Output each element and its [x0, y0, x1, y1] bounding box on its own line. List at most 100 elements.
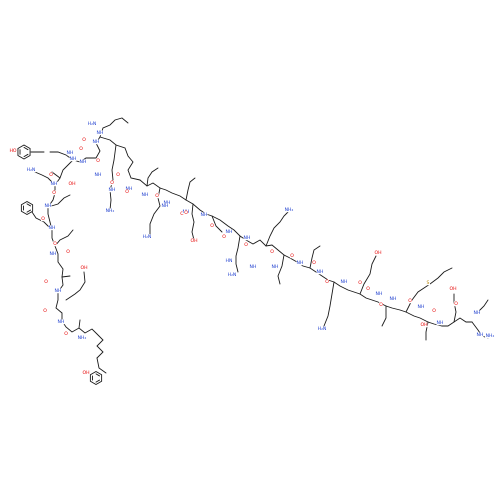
- atom-label-bg: [92, 139, 100, 145]
- atom-label-o: O: [270, 249, 274, 255]
- atom-label-o: OH: [80, 265, 87, 271]
- atom-label-bg: [311, 260, 317, 266]
- ala-methyl: [78, 319, 81, 329]
- atom-label-bg: [141, 192, 149, 198]
- atom-label-n: NH₂: [106, 208, 115, 214]
- atom-label-bg: [125, 186, 133, 192]
- atom-label-o: O: [79, 146, 83, 152]
- atom-label-n: NH: [49, 225, 56, 231]
- atom-label-bg: [316, 269, 324, 275]
- atom-label-n: NH: [67, 150, 74, 156]
- atom-label-o: O: [155, 193, 159, 199]
- atom-label-bg: [271, 264, 279, 270]
- atom-label-o: O: [96, 158, 100, 164]
- atom-label-n: H₂N: [27, 167, 36, 173]
- ser-side-chain: [191, 203, 195, 241]
- atom-label-bg: [374, 250, 382, 256]
- atom-label-n: NH: [58, 319, 65, 325]
- tyr-side-chain: [96, 357, 107, 374]
- atom-label-n: NH: [95, 172, 102, 178]
- atom-label-bg: [77, 335, 87, 341]
- atom-label-bg: [473, 310, 481, 316]
- tyr-ring-bottom: [89, 370, 103, 386]
- atom-label-n: NH: [390, 296, 397, 302]
- atom-label-n: NH: [51, 181, 58, 187]
- atom-label-bg: [142, 234, 152, 240]
- atom-label-bg: [389, 296, 397, 302]
- atom-label-o: O: [210, 223, 214, 229]
- atom-label-bg: [124, 189, 130, 195]
- atom-label-bg: [289, 253, 295, 259]
- atom-label-bg: [54, 288, 62, 294]
- atom-label-o: OH: [420, 322, 427, 328]
- atom-label-n: NH: [477, 332, 484, 338]
- atom-label-bg: [51, 190, 57, 196]
- tyr-ring-upper: [17, 144, 31, 160]
- atom-label-bg: [449, 286, 457, 292]
- atom-label-o: O: [125, 189, 129, 195]
- atom-label-bg: [227, 272, 237, 278]
- atom-label-n: H₂N: [88, 121, 97, 127]
- atom-label-o: O: [379, 302, 383, 308]
- atom-label-bg: [476, 332, 484, 338]
- atom-label-n: NH₂: [486, 333, 495, 339]
- atom-label-s: S: [427, 280, 430, 286]
- atom-label-bg: [63, 331, 69, 337]
- atom-label-n: NH: [244, 235, 251, 241]
- lys-side-chain: [109, 144, 117, 211]
- atom-label-o: O: [116, 172, 120, 178]
- atom-label-n: HN: [226, 258, 233, 264]
- atom-label-bg: [52, 241, 58, 247]
- atom-label-o: OH: [449, 286, 456, 292]
- atom-label-n: NH: [201, 212, 208, 218]
- atom-label-o: O: [66, 249, 70, 255]
- atom-label-bg: [317, 326, 327, 332]
- atom-label-o: O: [244, 242, 248, 248]
- atom-label-bg: [209, 223, 215, 229]
- atom-label-bg: [183, 210, 189, 216]
- atom-label-o: O: [222, 234, 226, 240]
- atom-label-bg: [296, 260, 304, 266]
- arg-guanidine: [477, 299, 489, 313]
- ring-double-bond: [95, 373, 101, 377]
- atom-label-bg: [179, 211, 185, 217]
- atom-label-o: OH: [374, 250, 381, 256]
- atom-label-bg: [407, 298, 413, 304]
- ile-side-chain-2: [381, 305, 387, 327]
- atom-label-bg: [65, 249, 71, 255]
- atom-label-bg: [249, 264, 257, 270]
- atom-label-bg: [94, 172, 102, 178]
- asp-side-chain: [65, 271, 86, 301]
- gln-side-chain: [323, 281, 335, 327]
- atom-label-o: O: [43, 308, 47, 314]
- atom-label-n: NH₂: [78, 335, 87, 341]
- atom-label-bg: [485, 333, 495, 339]
- leu-side-chain-4: [309, 245, 321, 269]
- atom-label-bg: [269, 249, 275, 255]
- atom-label-bg: [48, 172, 54, 178]
- atom-label-bg: [324, 279, 330, 285]
- atom-label-bg: [44, 203, 52, 209]
- carboxyl: [453, 293, 457, 323]
- atom-label-bg: [109, 180, 115, 186]
- atom-label-bg: [78, 146, 84, 152]
- atom-label-n: NH: [80, 159, 87, 165]
- atom-label-o: OH: [190, 238, 197, 244]
- atom-label-bg: [154, 193, 160, 199]
- atom-label-n: NH: [474, 310, 481, 316]
- atom-label-bg: [243, 235, 251, 241]
- atom-label-bg: [68, 181, 76, 187]
- phe-ring: [20, 200, 34, 216]
- atom-label-n: NH: [341, 279, 348, 285]
- atom-label-bg: [417, 304, 425, 310]
- arg-side-chain-2: [235, 235, 241, 273]
- atom-label-bg: [66, 150, 74, 156]
- atom-label-n: NH: [376, 291, 383, 297]
- atom-label-bg: [340, 279, 348, 285]
- leu-side-chain-2: [185, 177, 196, 201]
- atom-label-bg: [284, 207, 294, 213]
- atom-label-bg: [57, 319, 65, 325]
- atom-label-bg: [453, 301, 459, 307]
- atom-label-o: O: [184, 210, 188, 216]
- atom-label-n: NH: [272, 264, 279, 270]
